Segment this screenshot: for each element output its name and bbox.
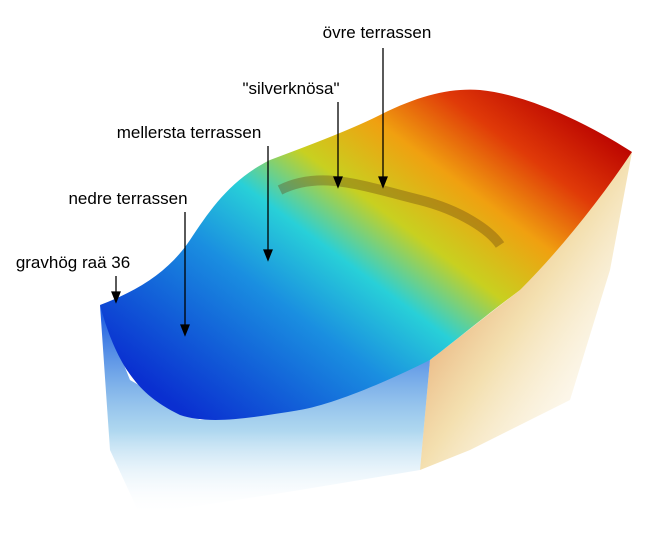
annotations — [111, 48, 388, 337]
terrain-side-right — [420, 152, 632, 470]
arrow-head — [333, 176, 343, 189]
terrain-side-front — [100, 305, 430, 515]
label: gravhög raä 36 — [16, 253, 130, 272]
label: övre terrassen — [323, 23, 432, 42]
arrow-head — [180, 324, 190, 337]
arrow-head — [263, 249, 273, 262]
label: mellersta terrassen — [117, 123, 262, 142]
label: nedre terrassen — [68, 189, 187, 208]
terrain-surface — [100, 89, 632, 420]
arrow-head — [111, 291, 121, 304]
shadow-ridge — [277, 175, 505, 249]
arrow-head — [378, 176, 388, 189]
label: "silverknösa" — [242, 79, 339, 98]
